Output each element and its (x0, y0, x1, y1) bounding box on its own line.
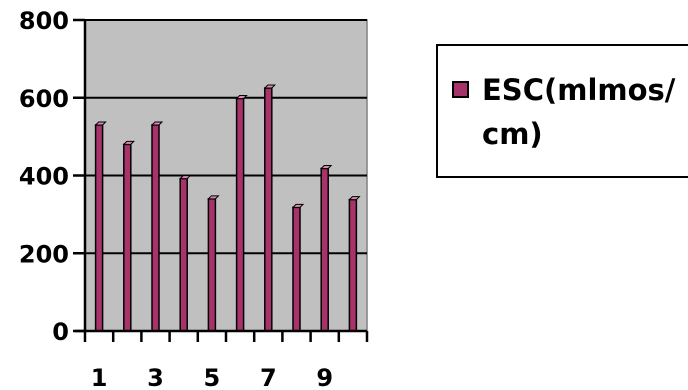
tick-labels: 0 200 400 600 800 1 3 5 7 9 (19, 7, 333, 390)
bar-body (235, 97, 245, 332)
bar-body (264, 87, 273, 332)
bar-body (123, 143, 132, 332)
y-tick-label: 0 (52, 318, 69, 346)
y-tick-label: 400 (19, 163, 69, 191)
bar-top (348, 196, 361, 201)
legend-swatch (452, 81, 469, 98)
legend: ESC(mlmos/ cm) (436, 44, 688, 178)
axes (73, 18, 369, 342)
bar-body (207, 198, 217, 332)
y-tick-label: 800 (19, 7, 69, 35)
bar-body (292, 206, 301, 332)
x-tick-label: 5 (204, 364, 221, 390)
x-tick-label: 9 (316, 364, 333, 390)
bar-top (291, 203, 305, 208)
bar-body (151, 124, 160, 332)
bar-top (207, 195, 220, 200)
x-tick-label: 7 (260, 364, 277, 390)
x-tick-label: 1 (91, 364, 108, 390)
plot-area (84, 19, 368, 332)
bar-top (150, 121, 164, 126)
bar-top (235, 95, 248, 100)
bar-top (94, 121, 107, 126)
y-tick-label: 200 (19, 240, 69, 268)
x-tick-label: 3 (147, 364, 164, 390)
bar-body (320, 167, 329, 332)
bar-body (94, 124, 104, 332)
bar-top (319, 165, 333, 170)
bar-body (348, 198, 358, 332)
bar-top (178, 175, 192, 180)
y-tick-label: 600 (19, 85, 69, 113)
legend-label: ESC(mlmos/ cm) (482, 73, 676, 151)
bar-top (263, 84, 277, 89)
bar-top (122, 140, 136, 145)
bar-body (179, 177, 188, 332)
